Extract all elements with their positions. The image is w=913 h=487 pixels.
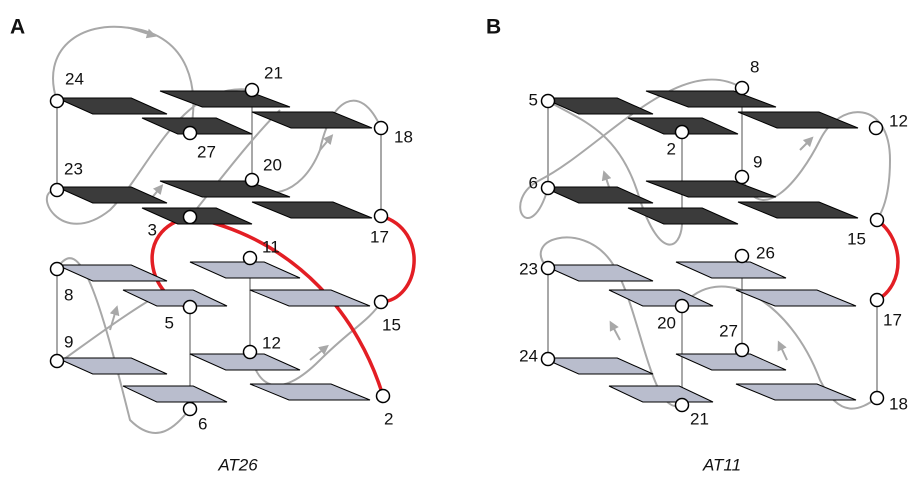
plate bbox=[250, 290, 370, 306]
node bbox=[375, 296, 388, 309]
node bbox=[244, 346, 257, 359]
node-label: 2 bbox=[667, 139, 676, 158]
plate bbox=[57, 98, 167, 114]
node-label: 8 bbox=[64, 285, 73, 304]
node bbox=[676, 300, 689, 313]
node-label: 15 bbox=[382, 315, 401, 334]
node-label: 6 bbox=[529, 173, 538, 192]
plate bbox=[628, 208, 738, 224]
node-label: 12 bbox=[262, 333, 281, 352]
node bbox=[51, 184, 64, 197]
caption: AT11 bbox=[702, 455, 741, 474]
node bbox=[51, 355, 64, 368]
node-label: 17 bbox=[370, 227, 389, 246]
node-label: 26 bbox=[756, 243, 775, 262]
node-label: 5 bbox=[165, 313, 174, 332]
plate bbox=[676, 262, 786, 278]
node-label: 17 bbox=[883, 310, 902, 329]
plate bbox=[543, 98, 653, 114]
node-label: 20 bbox=[263, 155, 282, 174]
node bbox=[542, 182, 555, 195]
node bbox=[184, 211, 197, 224]
node bbox=[375, 122, 388, 135]
plate bbox=[609, 386, 713, 402]
node-label: 23 bbox=[519, 259, 538, 278]
node bbox=[246, 174, 259, 187]
plate bbox=[736, 290, 856, 306]
node bbox=[736, 82, 749, 95]
node bbox=[184, 403, 197, 416]
node-label: 12 bbox=[889, 111, 908, 130]
node-label: 5 bbox=[529, 90, 538, 109]
node-label: 18 bbox=[394, 127, 413, 146]
node-label: 21 bbox=[690, 409, 709, 428]
node bbox=[184, 301, 197, 314]
node bbox=[736, 250, 749, 263]
node bbox=[375, 210, 388, 223]
plate bbox=[190, 262, 300, 278]
node bbox=[246, 84, 259, 97]
node-label: 20 bbox=[657, 313, 676, 332]
node-label: 15 bbox=[847, 229, 866, 248]
node-label: 2 bbox=[384, 409, 393, 428]
node-label: 6 bbox=[198, 414, 207, 433]
figure: 2421271823203171185159126258212691526232… bbox=[0, 0, 913, 482]
node-label: 11 bbox=[262, 237, 280, 256]
node bbox=[542, 353, 555, 366]
node-label: 24 bbox=[65, 69, 84, 88]
node bbox=[244, 252, 257, 265]
node-label: 9 bbox=[753, 152, 762, 171]
node-label: 18 bbox=[889, 394, 908, 413]
plate bbox=[252, 202, 372, 218]
plate bbox=[736, 384, 856, 400]
node-label: 27 bbox=[719, 321, 738, 340]
node-label: 9 bbox=[64, 332, 73, 351]
node-label: 8 bbox=[750, 57, 759, 76]
node bbox=[676, 399, 689, 412]
plate bbox=[57, 358, 167, 374]
node bbox=[871, 214, 884, 227]
caption: AT26 bbox=[217, 455, 258, 474]
node bbox=[542, 262, 555, 275]
panel-label: B bbox=[486, 16, 501, 39]
plate bbox=[646, 181, 776, 197]
plate bbox=[57, 187, 167, 203]
plate bbox=[123, 386, 227, 402]
plate bbox=[123, 290, 227, 306]
plate bbox=[738, 112, 858, 128]
plate bbox=[160, 91, 290, 107]
panel-label: A bbox=[10, 16, 25, 39]
plate bbox=[543, 358, 653, 374]
node bbox=[870, 122, 883, 135]
plate bbox=[676, 354, 786, 370]
node-label: 27 bbox=[197, 142, 216, 161]
plate bbox=[250, 384, 370, 400]
node-label: 23 bbox=[64, 159, 83, 178]
node bbox=[542, 95, 555, 108]
node-label: 21 bbox=[264, 63, 283, 82]
node bbox=[184, 127, 197, 140]
node bbox=[871, 392, 884, 405]
node bbox=[51, 95, 64, 108]
node bbox=[871, 294, 884, 307]
plate bbox=[160, 181, 290, 197]
plate bbox=[543, 265, 653, 281]
node bbox=[736, 344, 749, 357]
plate bbox=[738, 202, 858, 218]
node-label: 3 bbox=[148, 220, 157, 239]
plate bbox=[646, 91, 776, 107]
node bbox=[51, 263, 64, 276]
node bbox=[736, 171, 749, 184]
node bbox=[676, 126, 689, 139]
plate bbox=[57, 265, 167, 281]
node bbox=[377, 390, 390, 403]
node-label: 24 bbox=[519, 346, 538, 365]
